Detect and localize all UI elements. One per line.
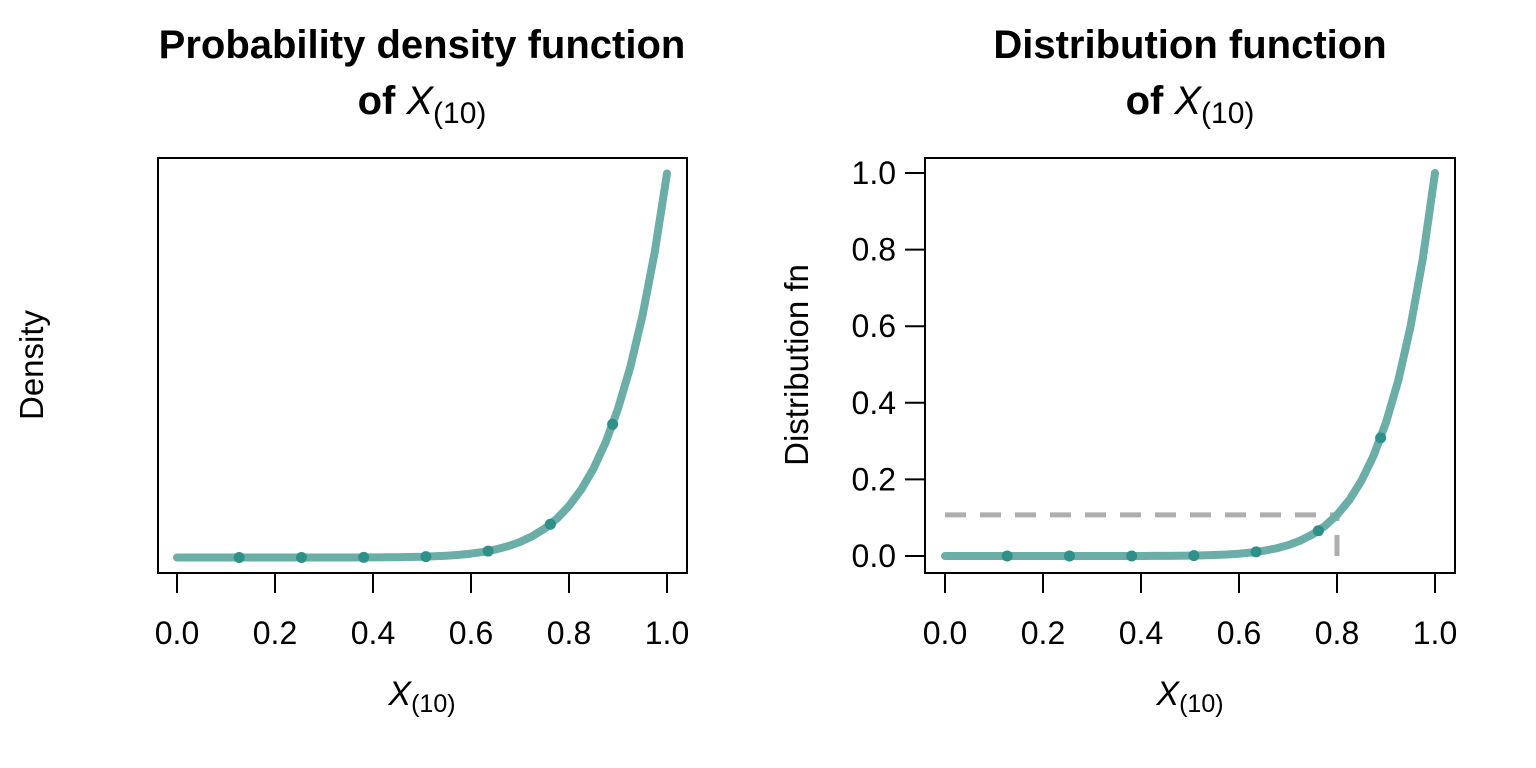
pdf-title-variable: X (405, 79, 434, 123)
pdf-data-point (296, 552, 307, 563)
cdf-y-tick-label: 0.0 (852, 538, 896, 574)
cdf-plot-box (924, 157, 1456, 574)
cdf-y-tick-label: 1.0 (852, 155, 896, 191)
cdf-title-line1: Distribution function (993, 23, 1386, 67)
cdf-y-tick-label: 0.2 (852, 461, 896, 497)
cdf-x-tick-label: 0.2 (1021, 615, 1065, 651)
pdf-data-point (420, 551, 432, 563)
cdf-data-point (1312, 525, 1324, 537)
cdf-x-axis-label: X(10) (1155, 675, 1223, 718)
pdf-x-tick-label: 1.0 (645, 615, 689, 651)
pdf-data-point (358, 551, 370, 563)
cdf-plot: Distribution function of X(10) Distributi… (778, 23, 1458, 718)
pdf-title-subscript: (10) (433, 97, 486, 130)
pdf-title-line2: of X(10) (358, 79, 487, 130)
cdf-y-tick-label: 0.8 (852, 232, 896, 268)
cdf-xlabel-variable: X (1155, 675, 1180, 713)
cdf-x-tick-label: 0.0 (923, 615, 967, 651)
cdf-x-tick-label: 0.4 (1119, 615, 1163, 651)
pdf-x-tick-label: 0.6 (449, 615, 493, 651)
pdf-x-tick-label: 0.0 (155, 615, 199, 651)
cdf-curve (941, 169, 1439, 560)
pdf-x-tick-label: 0.4 (351, 615, 395, 651)
pdf-data-point (233, 552, 245, 563)
pdf-xlabel-variable: X (387, 675, 412, 713)
cdf-y-axis-label: Distribution fn (778, 264, 815, 466)
cdf-data-point (1126, 550, 1138, 562)
pdf-data-marks: 0.0 0.2 0.4 0.6 0.8 1.0 (155, 169, 689, 651)
pdf-data-point (607, 418, 619, 430)
cdf-data-point (1001, 550, 1013, 562)
cdf-title-variable: X (1173, 79, 1202, 123)
cdf-data-point (1064, 550, 1075, 562)
cdf-x-tick-label: 1.0 (1413, 615, 1457, 651)
pdf-title-of: of (358, 79, 396, 123)
cdf-xlabel-subscript: (10) (1179, 690, 1223, 718)
pdf-data-point (544, 518, 556, 530)
cdf-y-tick-label: 0.6 (852, 308, 896, 344)
cdf-data-point (1375, 432, 1387, 444)
pdf-xlabel-subscript: (10) (411, 690, 455, 718)
cdf-title-subscript: (10) (1201, 97, 1254, 130)
pdf-plot: Probability density function of X(10) Den… (13, 23, 689, 718)
cdf-x-tick-label: 0.6 (1217, 615, 1261, 651)
cdf-data-point (1250, 546, 1262, 558)
pdf-x-tick-label: 0.8 (547, 615, 591, 651)
cdf-title-of: of (1126, 79, 1164, 123)
pdf-title-line1: Probability density function (159, 23, 686, 67)
cdf-data-marks: 0.0 0.2 0.4 0.6 0.8 1.0 0.0 0.2 0.4 0.6 0.8 1.0 (852, 155, 1458, 651)
pdf-x-axis-label: X(10) (387, 675, 455, 718)
cdf-title-line2: of X(10) (1126, 79, 1255, 130)
cdf-y-tick-label: 0.4 (852, 385, 896, 421)
pdf-plot-box (157, 157, 688, 574)
cdf-data-point (1188, 550, 1200, 562)
pdf-y-axis-label: Density (13, 309, 50, 420)
cdf-x-tick-label: 0.8 (1315, 615, 1359, 651)
cdf-plot-area (945, 512, 1340, 556)
pdf-x-tick-label: 0.2 (253, 615, 297, 651)
pdf-curve (173, 169, 671, 562)
pdf-data-point (482, 545, 494, 557)
